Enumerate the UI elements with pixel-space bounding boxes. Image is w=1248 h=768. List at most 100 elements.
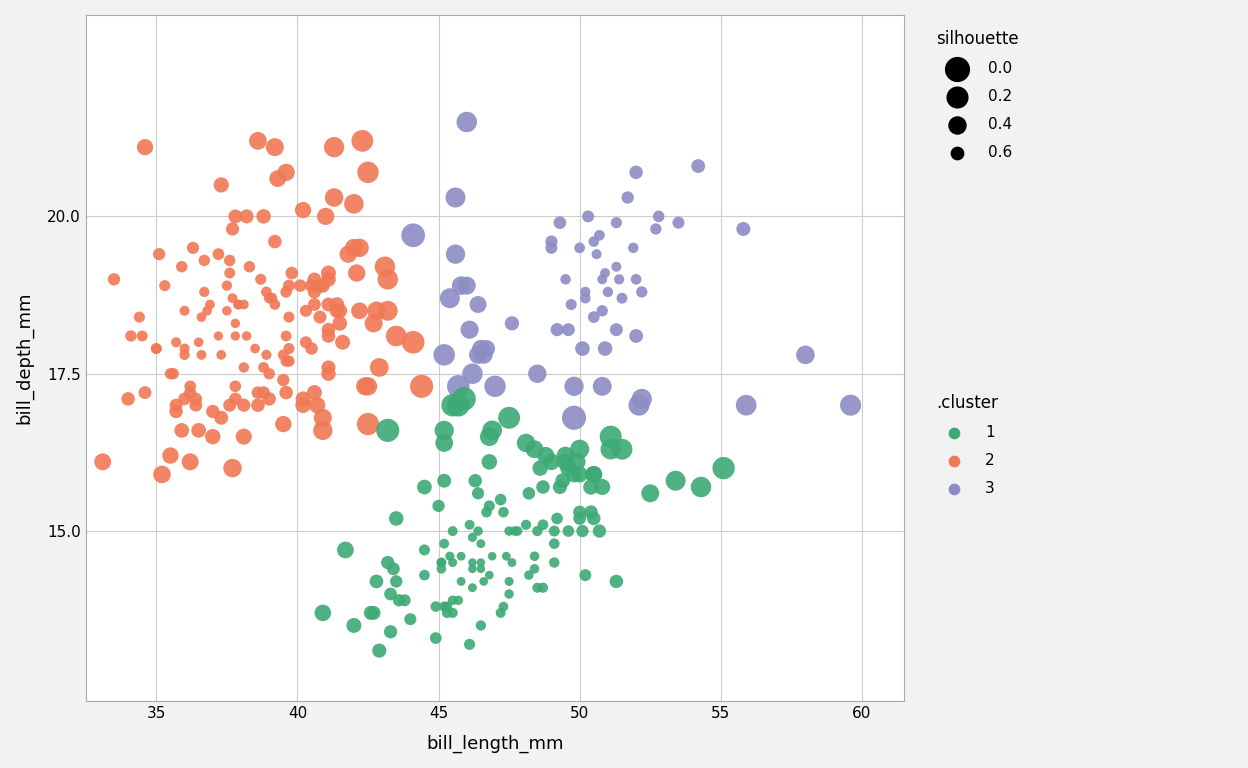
Point: [544, 556, 564, 568]
Point: [558, 525, 578, 537]
Point: [553, 475, 573, 487]
Point: [533, 518, 553, 531]
Point: [265, 298, 285, 310]
Point: [166, 336, 186, 349]
Point: [291, 280, 311, 292]
Point: [542, 242, 562, 254]
Point: [226, 380, 246, 392]
Point: [293, 399, 313, 412]
Point: [524, 563, 544, 575]
Point: [535, 449, 555, 462]
Point: [562, 298, 582, 310]
Point: [318, 329, 338, 342]
Point: [439, 550, 459, 562]
Point: [544, 525, 564, 537]
Point: [251, 273, 271, 286]
Point: [555, 449, 575, 462]
Point: [313, 424, 333, 436]
Point: [195, 286, 215, 298]
Point: [631, 286, 651, 298]
Point: [448, 399, 468, 412]
Point: [595, 343, 615, 355]
Point: [403, 229, 423, 241]
Point: [262, 292, 282, 304]
Point: [305, 298, 324, 310]
Point: [432, 563, 452, 575]
Point: [233, 399, 253, 412]
Point: [470, 538, 490, 550]
Point: [318, 267, 338, 280]
Point: [265, 236, 285, 248]
Point: [344, 619, 364, 631]
Point: [273, 374, 293, 386]
Point: [477, 506, 497, 518]
Point: [607, 217, 626, 229]
Point: [374, 260, 394, 273]
Point: [347, 267, 367, 280]
Point: [222, 223, 242, 235]
Point: [135, 141, 155, 154]
Point: [305, 286, 324, 298]
Point: [575, 292, 595, 304]
Point: [248, 386, 268, 399]
Point: [714, 462, 734, 475]
Point: [363, 607, 383, 619]
Point: [497, 550, 517, 562]
Point: [593, 380, 613, 392]
Point: [841, 399, 861, 412]
Point: [186, 392, 206, 405]
Point: [598, 286, 618, 298]
Point: [305, 386, 324, 399]
Point: [146, 343, 166, 355]
Point: [734, 223, 754, 235]
Point: [248, 134, 268, 147]
Point: [533, 581, 553, 594]
Point: [336, 544, 356, 556]
Point: [528, 368, 548, 380]
Point: [575, 286, 595, 298]
Point: [584, 311, 604, 323]
Point: [593, 305, 613, 317]
Point: [363, 317, 383, 329]
Point: [172, 424, 192, 436]
Point: [202, 431, 222, 443]
Point: [459, 638, 479, 650]
Point: [691, 481, 711, 493]
Point: [437, 607, 457, 619]
Point: [573, 525, 593, 537]
Point: [389, 594, 409, 607]
Point: [463, 368, 483, 380]
Point: [195, 254, 215, 266]
Point: [479, 569, 499, 581]
Point: [426, 601, 446, 613]
Point: [150, 248, 170, 260]
Point: [508, 525, 528, 537]
Point: [457, 280, 477, 292]
Point: [612, 292, 631, 304]
Point: [237, 329, 257, 342]
Point: [446, 248, 466, 260]
Point: [533, 481, 553, 493]
Point: [589, 229, 609, 241]
Point: [233, 431, 253, 443]
Point: [226, 317, 246, 329]
Point: [485, 380, 505, 392]
Point: [519, 487, 539, 499]
Point: [211, 349, 231, 361]
Point: [233, 298, 253, 310]
Point: [217, 305, 237, 317]
Point: [260, 392, 280, 405]
Point: [296, 336, 316, 349]
Point: [175, 343, 195, 355]
Point: [451, 550, 470, 562]
Point: [443, 556, 463, 568]
Point: [318, 323, 338, 336]
Point: [468, 525, 488, 537]
Point: [479, 431, 499, 443]
Point: [302, 280, 322, 292]
Point: [132, 329, 152, 342]
Point: [273, 349, 293, 361]
Point: [401, 613, 421, 625]
Point: [318, 361, 338, 373]
Point: [237, 210, 257, 223]
